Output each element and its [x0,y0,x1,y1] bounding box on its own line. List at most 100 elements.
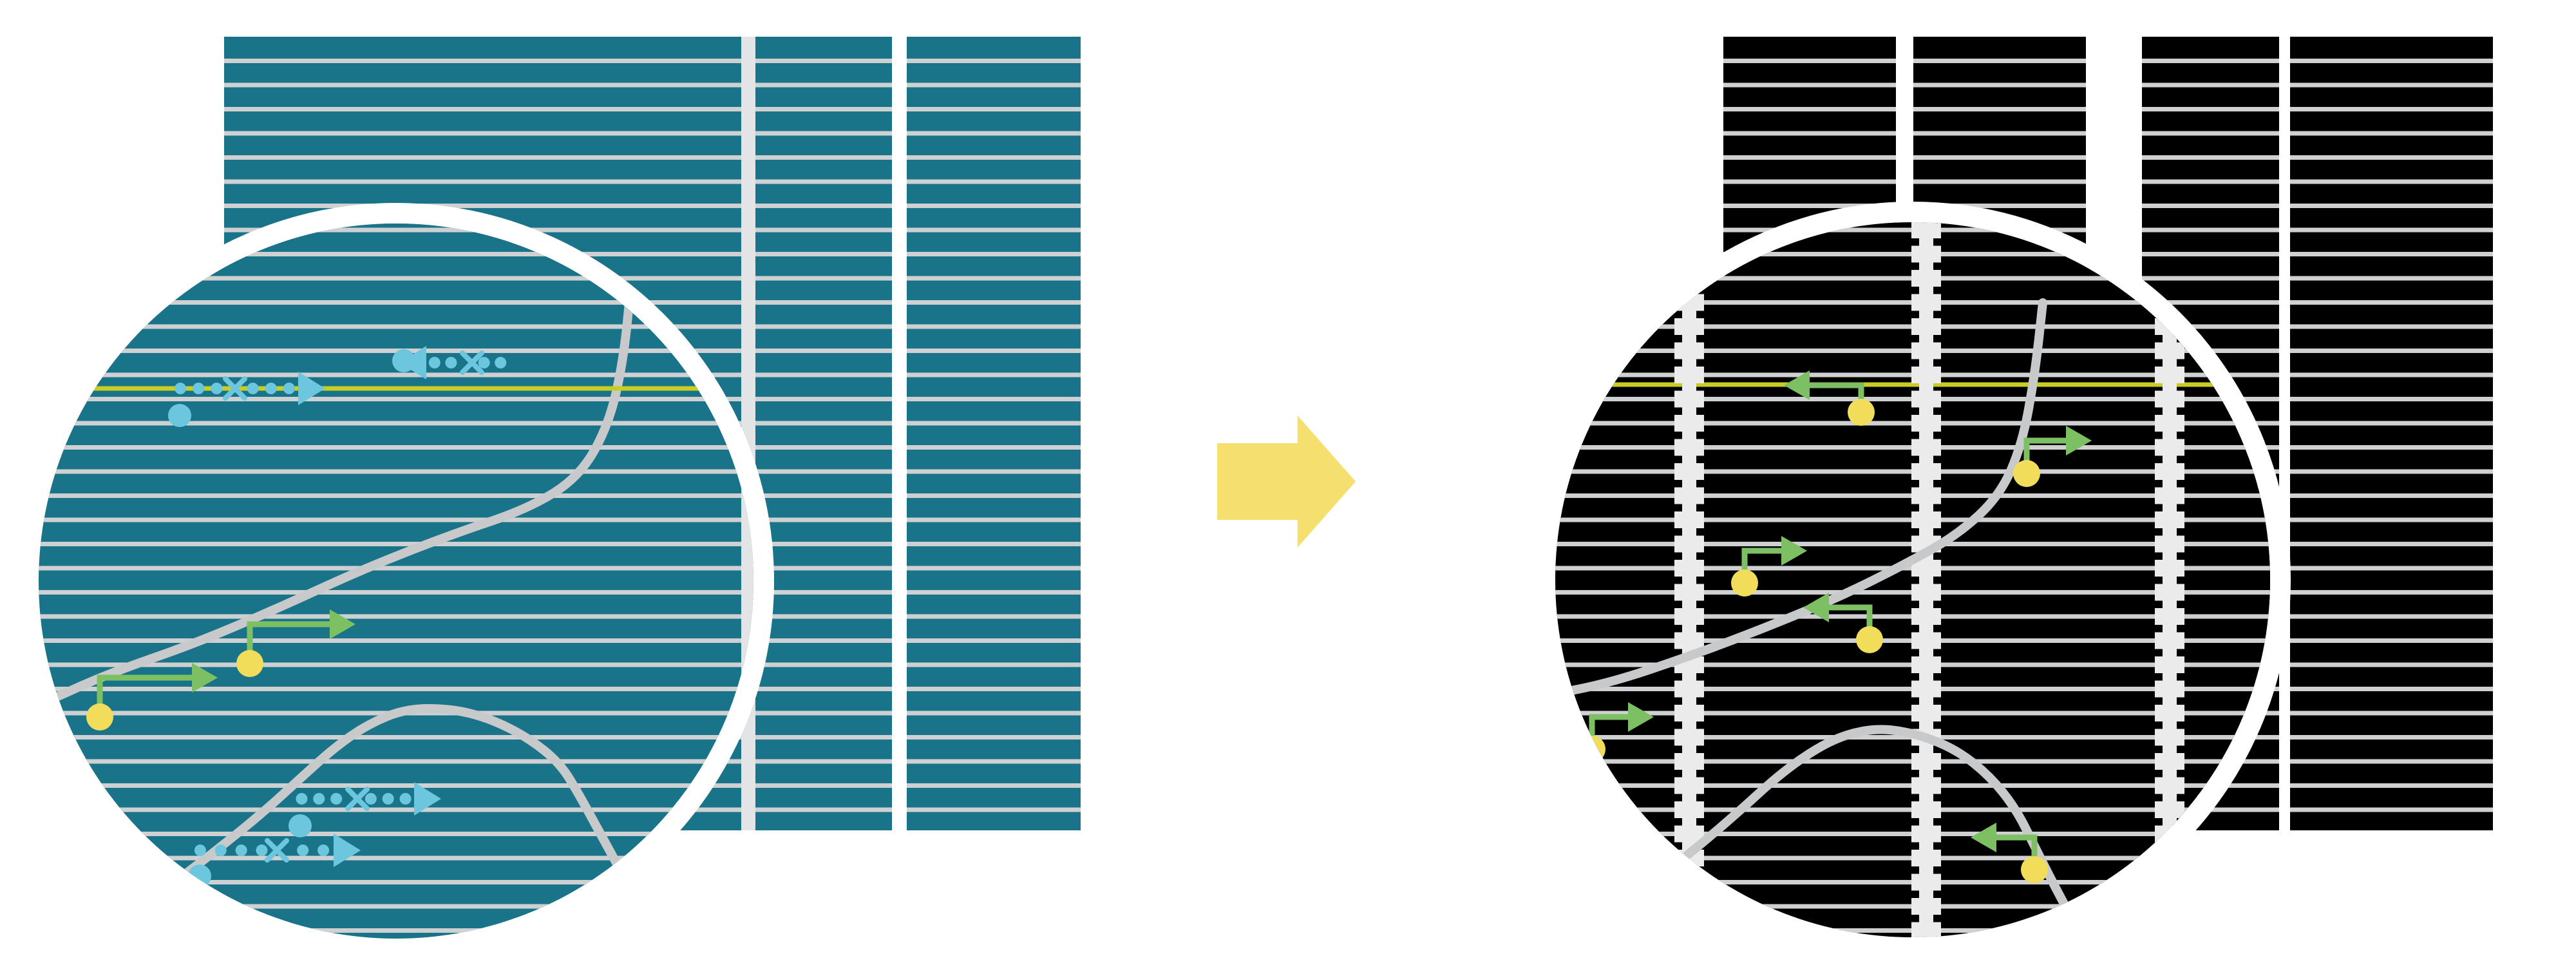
stripe-line [907,372,1081,377]
stripe-line [2142,131,2279,136]
stripe-line [39,783,753,788]
grid-tick [1911,922,1941,937]
green-marker-1 [86,663,218,730]
arrow-x-mark [265,838,289,863]
grid-tick [1911,874,1941,891]
left-dotted-arrows [175,346,507,867]
stripe-line [1913,204,2086,208]
stripe-line [2142,59,2279,63]
transition-arrow-group [1217,415,1356,548]
marker-dot [2021,856,2048,883]
grid-tick [1911,801,1941,818]
stripe-line [2290,59,2493,63]
grid-tick [2155,511,2184,528]
grid-tick [1911,680,1941,698]
grid-tick [1674,584,1704,601]
stripe-line [1723,107,1896,111]
striped-block [907,37,1081,830]
stripe-line [1913,131,2086,136]
stripe-line [907,783,1081,788]
stripe-line [907,421,1081,426]
stripe-line [2290,493,2493,498]
arrow-dot [296,793,308,805]
stripe-line [2290,735,2493,740]
grid-tick [1911,415,1941,432]
arrow-dot [235,845,247,856]
grid-tick [1911,294,1941,311]
stripe-line [39,832,753,836]
stripe-line [2290,252,2493,256]
r-green-marker-3 [1731,536,1807,597]
r-green-marker-1 [1784,370,1875,426]
grid-tick [1674,415,1704,432]
left-green-markers [86,609,355,730]
grid-tick [1911,608,1941,625]
stripe-line [907,759,1081,764]
stripe-line [39,227,753,233]
yellow-reference-line [39,386,753,391]
right-magnifier-circle [1535,202,2291,958]
right-yellow-line [1555,382,2270,387]
stripe-line [2290,566,2493,571]
stripe-line [1723,204,1896,208]
grid-tick [1911,632,1941,649]
left-circle-content [39,224,753,939]
grid-tick [1911,245,1941,263]
stripe-line [39,759,753,764]
arrow-dot [399,793,412,805]
stripe-line [2142,82,2279,88]
stripe-line [2142,300,2279,305]
marker-dot [2013,460,2040,487]
stripe-line [907,252,1081,256]
stripe-line [2142,252,2279,256]
stripe-line [39,349,753,353]
left-inner-stripes [39,227,753,933]
grid-tick [2155,439,2184,456]
grid-tick [1674,632,1704,649]
arrow-head [334,834,361,867]
stripe-line [39,614,753,619]
stripe-line [907,517,1081,522]
grid-tick [2155,390,2184,408]
left-circle-ring [18,203,774,959]
stripe-line [2142,179,2279,184]
grid-tick [1911,825,1941,843]
arrow-dot [428,357,440,368]
grid-tick [1911,367,1941,383]
marker-arrow-head [192,663,218,692]
arrow-dot [214,845,227,856]
stripe-line [907,542,1081,546]
grid-tick [1674,318,1704,335]
grid-tick [1911,777,1941,794]
right-vertical-grid-bars [1674,222,2184,937]
stripe-line [907,493,1081,498]
grid-tick [1674,390,1704,408]
grid-tick [2155,656,2184,673]
stripe-line [1913,107,2086,111]
stripe-line [2290,469,2493,474]
stripe-line [907,204,1081,208]
marker-arrow-head [1784,370,1810,400]
stripe-line [2290,349,2493,353]
stripe-line [1723,82,1896,88]
stripe-line [2290,590,2493,595]
stripe-line [907,445,1081,450]
stripe-line [39,445,753,450]
arrow-head [414,782,441,816]
stripe-line [2290,759,2493,764]
grid-tick [1911,222,1941,238]
grid-tick [1674,825,1704,843]
marker-arrow-head [330,609,355,639]
green-marker-2 [236,609,355,677]
stripe-line [907,614,1081,619]
grid-tick [1911,342,1941,359]
stripe-line [907,82,1081,88]
stripe-line [39,735,753,740]
stripe-line [39,638,753,643]
striped-block [2290,37,2493,830]
stripe-line [907,107,1081,111]
stripe-line [39,807,753,812]
marker-arrow-head [1781,536,1807,566]
stripe-line [907,59,1081,63]
stripe-line [2142,107,2279,111]
